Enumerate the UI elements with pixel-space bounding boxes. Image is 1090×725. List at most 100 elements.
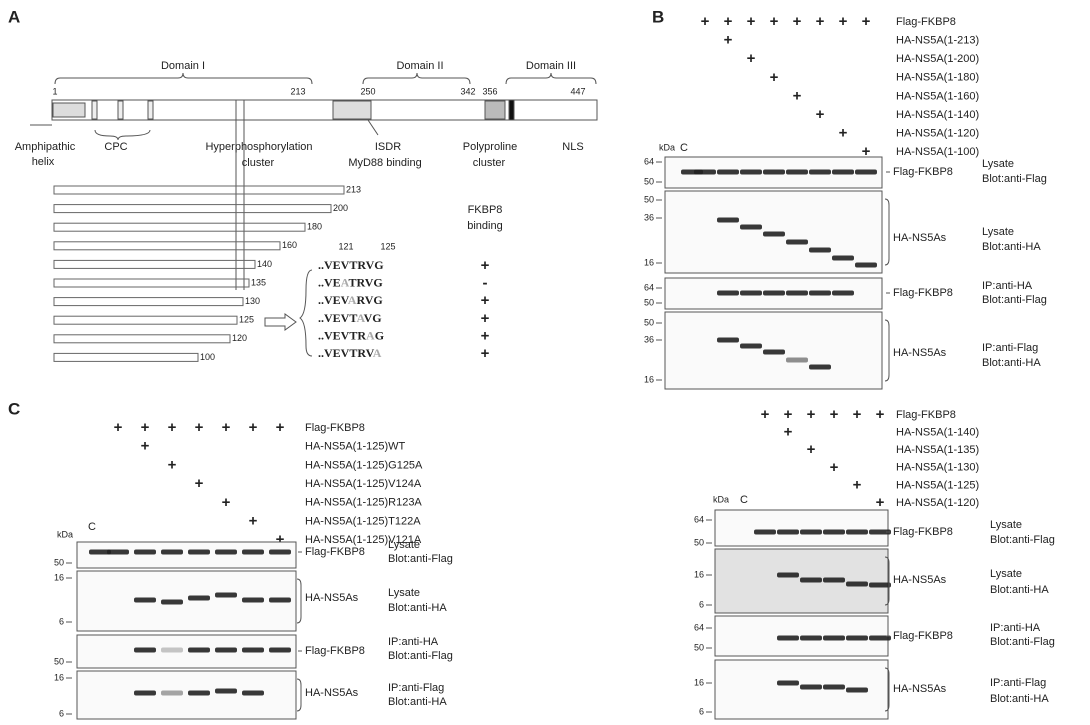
band — [188, 691, 210, 696]
band — [242, 550, 264, 555]
band — [161, 691, 183, 696]
lane-mark: + — [195, 475, 204, 492]
kda-label: kDa — [57, 529, 73, 539]
blot-condition: Blot:anti-Flag — [982, 294, 1047, 306]
kda-marker: 64 — [644, 282, 654, 292]
truncation-label: 120 — [232, 333, 247, 343]
lane-mark: + — [784, 424, 793, 441]
band — [161, 600, 183, 605]
position-label: 342 — [460, 86, 475, 96]
kda-marker: 50 — [54, 656, 64, 666]
feature-label: cluster — [473, 157, 506, 169]
lane-label: HA-NS5A(1-125)G125A — [305, 459, 423, 471]
band — [269, 550, 291, 555]
position-label: 250 — [360, 86, 375, 96]
kda-marker: 50 — [644, 194, 654, 204]
lane-mark: + — [141, 438, 150, 455]
lane-mark: + — [793, 13, 802, 30]
lane-mark: + — [807, 441, 816, 458]
lane-mark: + — [249, 512, 258, 529]
kda-marker: 50 — [644, 176, 654, 186]
kda-marker: 16 — [694, 569, 704, 579]
lane-label: HA-NS5A(1-200) — [896, 53, 979, 65]
kda-marker: 50 — [644, 317, 654, 327]
lane-mark: + — [830, 459, 839, 476]
band — [740, 344, 762, 349]
feature-label: ISDR — [375, 141, 401, 153]
blot-condition: IP:anti-HA — [982, 280, 1033, 292]
blot-condition: IP:anti-Flag — [982, 342, 1038, 354]
band — [777, 681, 799, 686]
band — [717, 218, 739, 223]
domain-label: Domain II — [396, 60, 443, 72]
band — [134, 550, 156, 555]
bracket — [885, 320, 889, 381]
band — [740, 170, 762, 175]
binding-result: - — [483, 275, 488, 292]
band — [786, 358, 808, 363]
blot-name: Flag-FKBP8 — [893, 630, 953, 642]
lane-mark: + — [222, 419, 231, 436]
lane-mark: + — [761, 406, 770, 423]
sequence-part: G — [375, 328, 384, 342]
band — [855, 170, 877, 175]
lane-mark: + — [876, 406, 885, 423]
sequence: ..VEVTRVA — [318, 346, 382, 360]
blot-condition: Lysate — [388, 587, 420, 599]
band — [161, 550, 183, 555]
binding-result: + — [481, 292, 490, 309]
kda-marker: 50 — [694, 537, 704, 547]
blot-condition: IP:anti-Flag — [990, 677, 1046, 689]
position-label: 356 — [482, 86, 497, 96]
lane-mark: + — [276, 419, 285, 436]
lane-mark: + — [724, 13, 733, 30]
sequence: ..VEVTRVG — [318, 258, 384, 272]
blot-name: HA-NS5As — [893, 683, 947, 695]
blot-condition: IP:anti-Flag — [388, 682, 444, 694]
lane-label: HA-NS5A(1-120) — [896, 128, 979, 140]
truncation-label: 200 — [333, 203, 348, 213]
band — [215, 593, 237, 598]
band — [832, 256, 854, 261]
feature-label: CPC — [104, 141, 127, 153]
kda-marker: 16 — [644, 374, 654, 384]
lane-label: HA-NS5A(1-140) — [896, 109, 979, 121]
lane-label: HA-NS5A(1-125)R123A — [305, 497, 422, 509]
band — [869, 583, 891, 588]
truncation-label: 140 — [257, 259, 272, 269]
truncation-bar — [54, 353, 198, 361]
blot-name: Flag-FKBP8 — [305, 645, 365, 657]
blot-condition: Blot:anti-HA — [982, 357, 1041, 369]
binding-result: + — [481, 257, 490, 274]
lane-mark: + — [816, 13, 825, 30]
band — [188, 596, 210, 601]
blot-name: Flag-FKBP8 — [305, 546, 365, 558]
band — [846, 636, 868, 641]
control-label: C — [88, 521, 96, 533]
blot-condition: Lysate — [990, 568, 1022, 580]
sequence-part: A — [366, 328, 375, 342]
lane-mark: + — [839, 13, 848, 30]
blot-condition: Blot:anti-Flag — [990, 636, 1055, 648]
blot-name: HA-NS5As — [893, 347, 947, 359]
feature-label: NLS — [562, 141, 583, 153]
feature-label: Amphipathic — [15, 141, 76, 153]
lane-label: HA-NS5A(1-125)V124A — [305, 478, 422, 490]
band — [134, 648, 156, 653]
band — [786, 240, 808, 245]
truncation-label: 135 — [251, 277, 266, 287]
sequence-part: ..VEVTRV — [318, 346, 375, 360]
panel-label: B — [652, 7, 664, 26]
band — [832, 170, 854, 175]
blot-condition: Blot:anti-Flag — [388, 650, 453, 662]
truncation-label: 213 — [346, 184, 361, 194]
band — [846, 530, 868, 535]
lane-mark: + — [724, 32, 733, 49]
blot-name: Flag-FKBP8 — [893, 287, 953, 299]
lane-mark: + — [701, 13, 710, 30]
sequence-part: ..VEV — [318, 293, 350, 307]
lane-label: Flag-FKBP8 — [896, 16, 956, 28]
kda-marker: 36 — [644, 212, 654, 222]
truncation-bar — [54, 298, 243, 306]
band — [786, 170, 808, 175]
